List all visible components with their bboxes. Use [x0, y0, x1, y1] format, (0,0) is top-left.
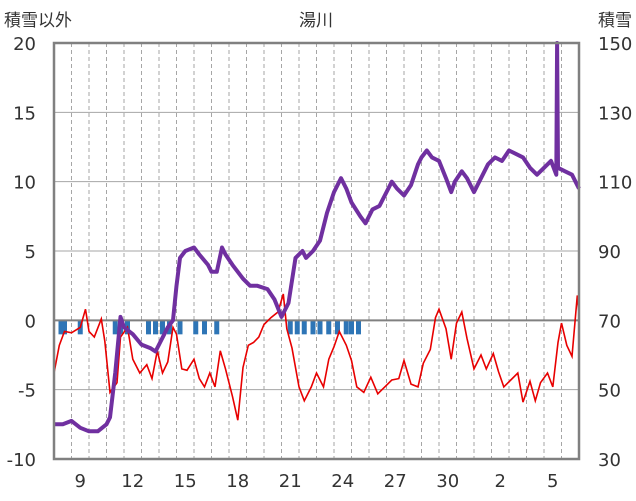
precipitation-bar — [349, 320, 354, 335]
temperature-line — [53, 293, 580, 421]
x-tick-label: 15 — [174, 471, 197, 492]
chart-title: 湯川 — [299, 11, 333, 31]
left-tick-label: -5 — [18, 381, 36, 402]
precipitation-bar — [317, 320, 323, 335]
precipitation-bar — [177, 320, 183, 335]
x-tick-label: 9 — [75, 471, 86, 492]
precipitation-bar — [146, 320, 151, 335]
left-tick-label: 15 — [13, 103, 36, 124]
left-tick-label: 0 — [25, 311, 36, 332]
left-tick-label: -10 — [7, 450, 36, 471]
precipitation-bar — [326, 320, 332, 335]
x-tick-label: 30 — [436, 471, 459, 492]
precipitation-bar — [112, 320, 118, 335]
right-axis-label: 積雪 — [598, 11, 632, 31]
plot-frame — [52, 41, 581, 461]
right-tick-label: 50 — [598, 381, 621, 402]
precipitation-bar — [343, 320, 349, 335]
precipitation-bar — [294, 320, 300, 335]
precipitation-bar — [58, 320, 64, 335]
precipitation-bar — [193, 320, 199, 335]
x-tick-label: 27 — [384, 471, 407, 492]
x-axis-ticks: 9 12 15 18 21 24 27 30 2 5 — [75, 471, 559, 492]
right-tick-label: 150 — [598, 34, 632, 55]
x-tick-label: 24 — [331, 471, 354, 492]
left-tick-label: 20 — [13, 34, 36, 55]
precipitation-bar — [287, 320, 293, 335]
precipitation-bar — [62, 320, 67, 335]
precipitation-bar — [301, 320, 307, 335]
right-tick-label: 130 — [598, 103, 632, 124]
right-tick-label: 90 — [598, 242, 621, 263]
right-axis-ticks: 30 50 70 90 110 130 150 — [598, 34, 632, 471]
precipitation-bar — [160, 320, 165, 335]
snow-depth-line — [54, 41, 581, 434]
precipitation-bar — [153, 320, 158, 335]
x-tick-label: 5 — [547, 471, 558, 492]
x-tick-label: 21 — [279, 471, 302, 492]
right-tick-label: 30 — [598, 450, 621, 471]
precipitation-bar — [335, 320, 340, 335]
precipitation-bar — [310, 320, 316, 335]
x-tick-label: 12 — [121, 471, 144, 492]
x-tick-label: 2 — [495, 471, 506, 492]
x-tick-label: 18 — [226, 471, 249, 492]
right-tick-label: 70 — [598, 311, 621, 332]
left-axis-label: 積雪以外 — [4, 11, 72, 31]
left-tick-label: 5 — [25, 242, 36, 263]
left-axis-ticks: -10 -5 0 5 10 15 20 — [7, 34, 36, 471]
precipitation-bar — [356, 320, 361, 335]
precipitation-bar — [202, 320, 207, 335]
right-tick-label: 110 — [598, 173, 632, 194]
vertical-gridlines — [54, 43, 579, 459]
precipitation-bar — [214, 320, 220, 335]
left-tick-label: 10 — [13, 173, 36, 194]
